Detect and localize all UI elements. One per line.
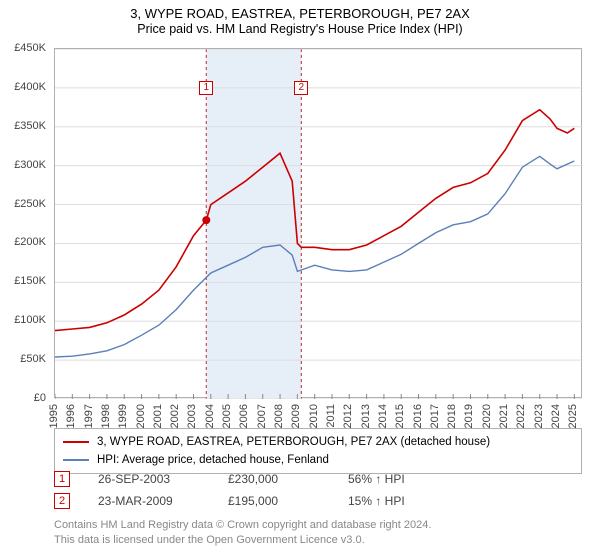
x-tick-label: 2022 (515, 404, 527, 428)
legend-swatch (63, 459, 89, 461)
x-tick-label: 2019 (463, 404, 475, 428)
y-tick-label: £400K (14, 81, 46, 93)
x-tick-label: 2006 (238, 404, 250, 428)
x-tick-label: 2011 (325, 404, 337, 428)
chart-marker-1: 1 (199, 81, 213, 95)
legend-label: 3, WYPE ROAD, EASTREA, PETERBOROUGH, PE7… (97, 436, 490, 448)
marker-row: 1 26-SEP-2003£230,00056% ↑ HPI (54, 468, 582, 490)
x-tick-label: 2009 (290, 404, 302, 428)
y-tick-label: £150K (14, 275, 46, 287)
x-tick-label: 1998 (100, 404, 112, 428)
chart-marker-2: 2 (294, 81, 308, 95)
marker-date: 26-SEP-2003 (98, 472, 228, 486)
x-tick-label: 2001 (152, 404, 164, 428)
x-tick-label: 2025 (567, 404, 579, 428)
chart-container: 3, WYPE ROAD, EASTREA, PETERBOROUGH, PE7… (0, 0, 600, 560)
marker-price: £230,000 (228, 472, 348, 486)
y-tick-label: £0 (34, 392, 46, 404)
y-tick-label: £200K (14, 236, 46, 248)
y-tick-label: £250K (14, 198, 46, 210)
x-tick-label: 2020 (481, 404, 493, 428)
x-tick-label: 2016 (412, 404, 424, 428)
legend-item: 3, WYPE ROAD, EASTREA, PETERBOROUGH, PE7… (63, 433, 573, 451)
marker-index-box: 1 (54, 471, 70, 487)
x-tick-label: 2010 (308, 404, 320, 428)
x-tick-label: 2014 (377, 404, 389, 428)
x-tick-label: 2002 (169, 404, 181, 428)
y-axis: £0£50K£100K£150K£200K£250K£300K£350K£400… (0, 48, 50, 398)
chart-plot-area: 12 (54, 48, 582, 398)
x-tick-label: 2012 (342, 404, 354, 428)
legend-swatch (63, 441, 89, 443)
chart-title: 3, WYPE ROAD, EASTREA, PETERBOROUGH, PE7… (0, 6, 600, 21)
marker-rows: 1 26-SEP-2003£230,00056% ↑ HPI 2 23-MAR-200… (54, 468, 582, 512)
marker-index-box: 2 (54, 493, 70, 509)
y-tick-label: £50K (20, 353, 46, 365)
chart-svg (55, 49, 583, 399)
x-tick-label: 2017 (429, 404, 441, 428)
x-tick-label: 2004 (204, 404, 216, 428)
chart-subtitle: Price paid vs. HM Land Registry's House … (0, 22, 600, 36)
x-tick-label: 1996 (65, 404, 77, 428)
x-tick-label: 2021 (498, 404, 510, 428)
x-tick-label: 2000 (135, 404, 147, 428)
x-tick-label: 2003 (186, 404, 198, 428)
marker-price: £195,000 (228, 494, 348, 508)
y-tick-label: £100K (14, 314, 46, 326)
x-tick-label: 2013 (360, 404, 372, 428)
x-tick-label: 2005 (221, 404, 233, 428)
y-tick-label: £300K (14, 159, 46, 171)
x-tick-label: 2018 (446, 404, 458, 428)
y-tick-label: £350K (14, 120, 46, 132)
footer-line-1: Contains HM Land Registry data © Crown c… (54, 518, 582, 533)
marker-delta: 15% ↑ HPI (348, 494, 468, 508)
x-tick-label: 2024 (550, 404, 562, 428)
marker-delta: 56% ↑ HPI (348, 472, 468, 486)
legend-item: HPI: Average price, detached house, Fenl… (63, 451, 573, 469)
x-tick-label: 2008 (273, 404, 285, 428)
x-tick-label: 2023 (533, 404, 545, 428)
x-axis: 1995199619971998199920002001200220032004… (54, 398, 582, 428)
marker-date: 23-MAR-2009 (98, 494, 228, 508)
legend-label: HPI: Average price, detached house, Fenl… (97, 454, 329, 466)
footer-line-2: This data is licensed under the Open Gov… (54, 533, 582, 548)
x-tick-label: 1997 (83, 404, 95, 428)
x-tick-label: 1995 (48, 404, 60, 428)
x-tick-label: 2007 (256, 404, 268, 428)
footer: Contains HM Land Registry data © Crown c… (54, 518, 582, 548)
y-tick-label: £450K (14, 42, 46, 54)
title-block: 3, WYPE ROAD, EASTREA, PETERBOROUGH, PE7… (0, 0, 600, 38)
marker-row: 2 23-MAR-2009£195,00015% ↑ HPI (54, 490, 582, 512)
x-tick-label: 1999 (117, 404, 129, 428)
x-tick-label: 2015 (394, 404, 406, 428)
